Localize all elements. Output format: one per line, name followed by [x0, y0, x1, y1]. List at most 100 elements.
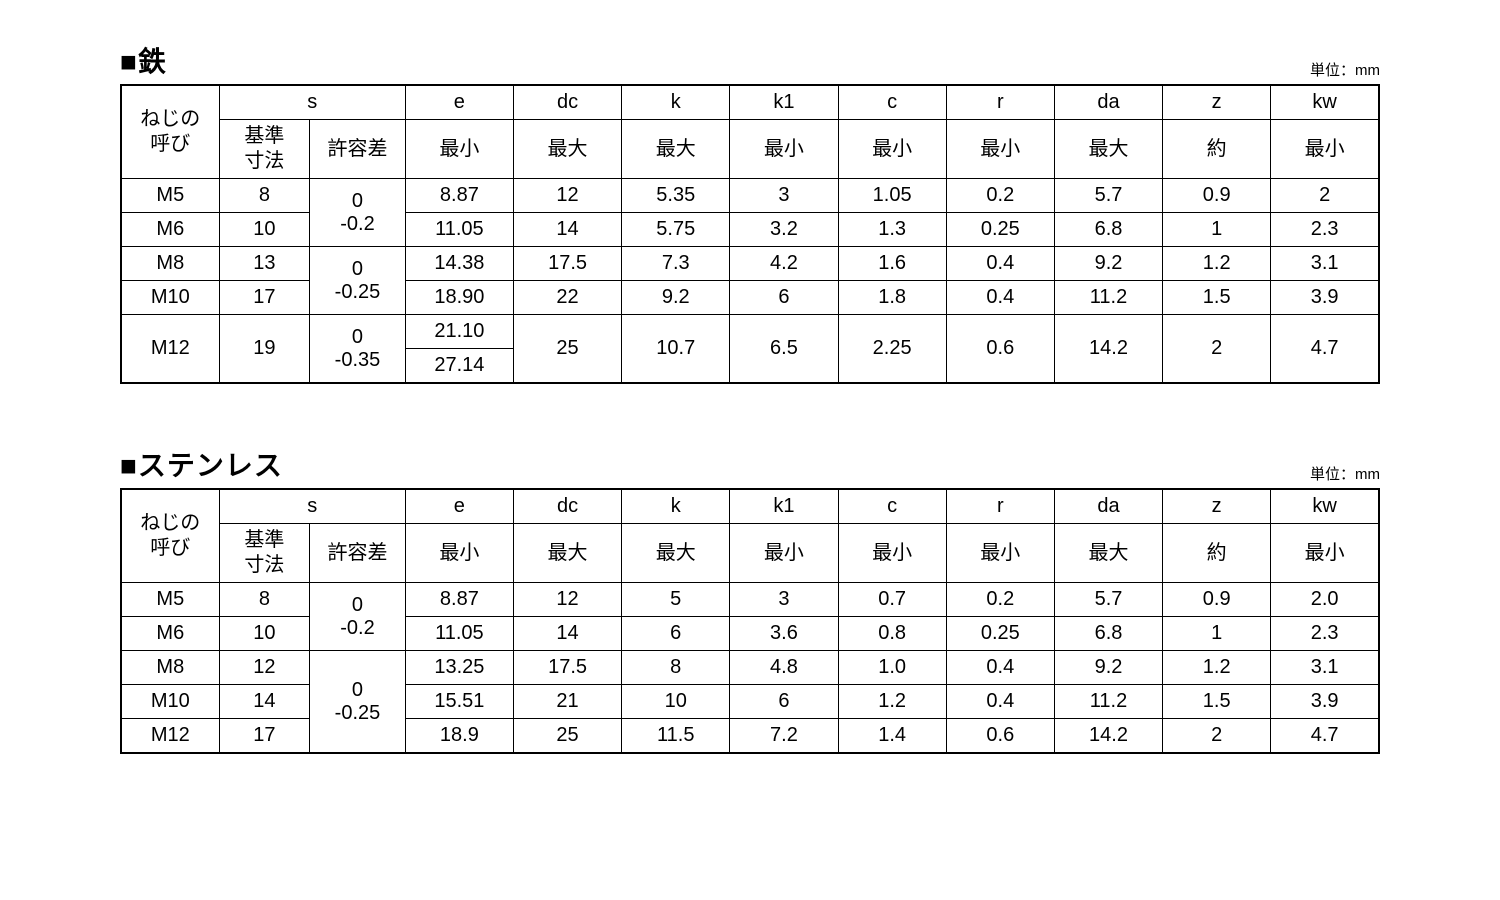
cell-da: 9.2: [1054, 651, 1162, 685]
cell-name: M6: [121, 213, 219, 247]
hdr-s-sub2: 許容差: [310, 120, 406, 179]
cell-k1: 3.6: [730, 617, 838, 651]
iron-thead: ねじの呼び s e dc k k1 c r da z kw 基準寸法 許容差 最…: [121, 85, 1379, 179]
cell-k: 10.7: [622, 315, 730, 384]
cell-e: 18.90: [405, 281, 513, 315]
cell-z: 0.9: [1163, 179, 1271, 213]
hdr-r: r: [946, 85, 1054, 120]
cell-name: M6: [121, 617, 219, 651]
iron-table: ねじの呼び s e dc k k1 c r da z kw 基準寸法 許容差 最…: [120, 84, 1380, 384]
hdr-dc-sub: 最大: [513, 524, 621, 583]
cell-s: 17: [219, 719, 310, 754]
iron-section: ■鉄 単位：mm ねじの呼び s e dc k k1 c r da z kw: [120, 40, 1380, 384]
hdr-k1: k1: [730, 489, 838, 524]
cell-k1: 4.8: [730, 651, 838, 685]
tol-bot: -0.25: [312, 702, 403, 725]
cell-z: 1.2: [1163, 247, 1271, 281]
tol-top: 0: [312, 594, 403, 617]
hdr-k1: k1: [730, 85, 838, 120]
cell-z: 2: [1163, 719, 1271, 754]
cell-name: M12: [121, 719, 219, 754]
stainless-table: ねじの呼び s e dc k k1 c r da z kw 基準寸法 許容差 最…: [120, 488, 1380, 754]
hdr-dc: dc: [513, 489, 621, 524]
cell-name: M10: [121, 685, 219, 719]
stainless-thead: ねじの呼び s e dc k k1 c r da z kw 基準寸法 許容差 最…: [121, 489, 1379, 583]
cell-k1: 3.2: [730, 213, 838, 247]
cell-r: 0.25: [946, 617, 1054, 651]
cell-s: 10: [219, 617, 310, 651]
cell-r: 0.2: [946, 583, 1054, 617]
hdr-k-sub: 最大: [622, 524, 730, 583]
stainless-section: ■ステンレス 単位：mm ねじの呼び s e dc k k1 c r da z …: [120, 444, 1380, 754]
cell-da: 11.2: [1054, 281, 1162, 315]
cell-c: 1.05: [838, 179, 946, 213]
cell-dc: 12: [513, 179, 621, 213]
cell-e: 13.25: [405, 651, 513, 685]
cell-dc: 22: [513, 281, 621, 315]
cell-c: 1.4: [838, 719, 946, 754]
cell-c: 1.8: [838, 281, 946, 315]
hdr-kw: kw: [1271, 489, 1379, 524]
hdr-c: c: [838, 489, 946, 524]
cell-dc: 21: [513, 685, 621, 719]
cell-s: 19: [219, 315, 310, 384]
cell-tol-g1: 0 -0.2: [310, 179, 406, 247]
cell-k1: 3: [730, 179, 838, 213]
hdr-s-sub1: 基準寸法: [219, 524, 310, 583]
cell-k1: 3: [730, 583, 838, 617]
cell-k: 5.75: [622, 213, 730, 247]
stainless-header-row: ■ステンレス 単位：mm: [120, 444, 1380, 484]
table-row: M8 12 0 -0.25 13.25 17.5 8 4.8 1.0 0.4 9…: [121, 651, 1379, 685]
cell-name: M10: [121, 281, 219, 315]
hdr-kw-sub: 最小: [1271, 120, 1379, 179]
cell-k: 9.2: [622, 281, 730, 315]
hdr-c: c: [838, 85, 946, 120]
cell-r: 0.4: [946, 247, 1054, 281]
stainless-title: ■ステンレス: [120, 444, 283, 484]
hdr-k: k: [622, 85, 730, 120]
table-row: M8 13 0 -0.25 14.38 17.5 7.3 4.2 1.6 0.4…: [121, 247, 1379, 281]
cell-da: 14.2: [1054, 315, 1162, 384]
cell-k: 7.3: [622, 247, 730, 281]
hdr-kw: kw: [1271, 85, 1379, 120]
cell-tol-g3: 0 -0.35: [310, 315, 406, 384]
hdr-dc: dc: [513, 85, 621, 120]
tol-top: 0: [312, 326, 403, 349]
cell-c: 2.25: [838, 315, 946, 384]
cell-z: 1.5: [1163, 281, 1271, 315]
tol-bot: -0.2: [312, 213, 403, 236]
cell-c: 0.7: [838, 583, 946, 617]
cell-z: 2: [1163, 315, 1271, 384]
cell-dc: 12: [513, 583, 621, 617]
table-row: M5 8 0 -0.2 8.87 12 5 3 0.7 0.2 5.7 0.9 …: [121, 583, 1379, 617]
cell-kw: 4.7: [1271, 719, 1379, 754]
cell-s: 17: [219, 281, 310, 315]
cell-kw: 3.1: [1271, 247, 1379, 281]
cell-e: 11.05: [405, 213, 513, 247]
cell-kw: 3.1: [1271, 651, 1379, 685]
hdr-e: e: [405, 489, 513, 524]
cell-s: 10: [219, 213, 310, 247]
cell-r: 0.6: [946, 315, 1054, 384]
cell-k: 6: [622, 617, 730, 651]
tol-bot: -0.35: [312, 349, 403, 372]
hdr-s-sub1-text: 基準寸法: [244, 125, 284, 172]
hdr-kw-sub: 最小: [1271, 524, 1379, 583]
hdr-s-sub2: 許容差: [310, 524, 406, 583]
hdr-c-sub: 最小: [838, 524, 946, 583]
cell-z: 1.5: [1163, 685, 1271, 719]
cell-kw: 2.3: [1271, 617, 1379, 651]
cell-e: 14.38: [405, 247, 513, 281]
hdr-s-sub1: 基準寸法: [219, 120, 310, 179]
cell-r: 0.4: [946, 651, 1054, 685]
cell-da: 6.8: [1054, 213, 1162, 247]
cell-z: 1.2: [1163, 651, 1271, 685]
table-row: M5 8 0 -0.2 8.87 12 5.35 3 1.05 0.2 5.7 …: [121, 179, 1379, 213]
cell-s: 8: [219, 583, 310, 617]
hdr-e: e: [405, 85, 513, 120]
cell-e: 8.87: [405, 583, 513, 617]
hdr-c-sub: 最小: [838, 120, 946, 179]
cell-e: 18.9: [405, 719, 513, 754]
cell-s: 8: [219, 179, 310, 213]
hdr-s-sub1-text: 基準寸法: [244, 529, 284, 576]
